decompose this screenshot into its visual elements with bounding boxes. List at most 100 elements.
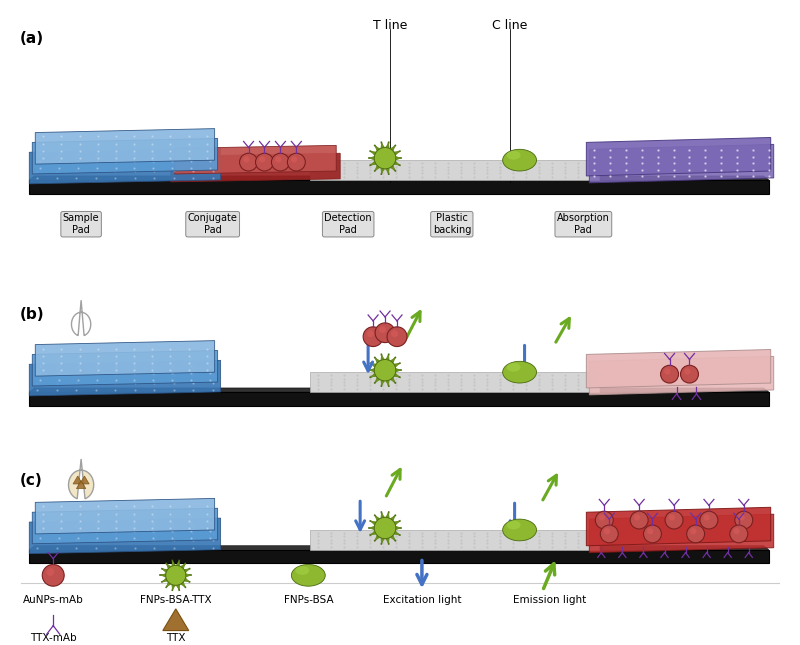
Polygon shape bbox=[590, 144, 774, 183]
Polygon shape bbox=[393, 363, 400, 368]
Polygon shape bbox=[77, 481, 86, 489]
Polygon shape bbox=[166, 564, 172, 570]
Circle shape bbox=[599, 514, 605, 521]
Polygon shape bbox=[166, 581, 172, 587]
Polygon shape bbox=[385, 537, 390, 544]
Text: (c): (c) bbox=[19, 473, 42, 488]
Circle shape bbox=[271, 154, 290, 171]
Polygon shape bbox=[375, 534, 381, 541]
Polygon shape bbox=[370, 372, 377, 377]
Circle shape bbox=[387, 327, 407, 346]
Polygon shape bbox=[180, 564, 186, 570]
Circle shape bbox=[363, 327, 383, 346]
Ellipse shape bbox=[502, 519, 537, 541]
Polygon shape bbox=[186, 573, 191, 578]
Circle shape bbox=[46, 568, 54, 576]
Text: C line: C line bbox=[492, 19, 527, 32]
Circle shape bbox=[686, 525, 705, 543]
Ellipse shape bbox=[506, 521, 521, 530]
Polygon shape bbox=[375, 164, 381, 171]
Polygon shape bbox=[586, 137, 770, 176]
Ellipse shape bbox=[506, 363, 521, 372]
Circle shape bbox=[643, 525, 662, 543]
Polygon shape bbox=[375, 515, 381, 522]
Circle shape bbox=[600, 525, 618, 543]
Circle shape bbox=[42, 564, 64, 586]
Polygon shape bbox=[30, 550, 769, 564]
Polygon shape bbox=[162, 569, 168, 573]
Circle shape bbox=[275, 156, 282, 163]
Polygon shape bbox=[369, 155, 375, 161]
Polygon shape bbox=[69, 459, 94, 499]
Polygon shape bbox=[30, 180, 769, 194]
Text: Absorption
Pad: Absorption Pad bbox=[557, 213, 610, 235]
Circle shape bbox=[730, 525, 748, 543]
Circle shape bbox=[630, 511, 648, 529]
Circle shape bbox=[239, 154, 258, 171]
Ellipse shape bbox=[291, 564, 326, 586]
Text: AuNPs-mAb: AuNPs-mAb bbox=[23, 595, 83, 605]
Polygon shape bbox=[161, 573, 166, 578]
Polygon shape bbox=[393, 161, 400, 165]
Polygon shape bbox=[375, 146, 381, 152]
Polygon shape bbox=[395, 526, 402, 530]
Polygon shape bbox=[586, 507, 770, 546]
Polygon shape bbox=[171, 561, 176, 567]
Polygon shape bbox=[35, 341, 214, 376]
Circle shape bbox=[669, 514, 675, 521]
Circle shape bbox=[374, 359, 396, 381]
Polygon shape bbox=[586, 350, 770, 388]
Polygon shape bbox=[370, 161, 377, 165]
Polygon shape bbox=[35, 499, 214, 534]
Polygon shape bbox=[183, 577, 190, 582]
Polygon shape bbox=[180, 581, 186, 587]
Circle shape bbox=[291, 156, 298, 163]
Polygon shape bbox=[390, 534, 395, 541]
Polygon shape bbox=[71, 300, 90, 335]
Ellipse shape bbox=[502, 361, 537, 383]
Text: T line: T line bbox=[373, 19, 407, 32]
Polygon shape bbox=[170, 154, 340, 182]
Ellipse shape bbox=[506, 151, 521, 160]
Circle shape bbox=[681, 365, 698, 383]
Polygon shape bbox=[390, 146, 395, 152]
Text: FNPs-BSA-TTX: FNPs-BSA-TTX bbox=[140, 595, 211, 605]
Polygon shape bbox=[370, 521, 377, 526]
Polygon shape bbox=[380, 537, 386, 544]
Polygon shape bbox=[380, 354, 386, 361]
Polygon shape bbox=[380, 168, 386, 174]
Polygon shape bbox=[380, 379, 386, 386]
Polygon shape bbox=[370, 530, 377, 535]
Text: Emission light: Emission light bbox=[513, 595, 586, 605]
Polygon shape bbox=[310, 160, 599, 180]
Polygon shape bbox=[30, 546, 769, 550]
Polygon shape bbox=[171, 584, 176, 590]
Polygon shape bbox=[310, 372, 599, 392]
Polygon shape bbox=[310, 530, 599, 550]
Polygon shape bbox=[395, 368, 402, 373]
Polygon shape bbox=[375, 357, 381, 364]
Text: (b): (b) bbox=[19, 307, 44, 322]
Polygon shape bbox=[30, 148, 221, 184]
Text: Plastic
backing: Plastic backing bbox=[433, 213, 471, 235]
Polygon shape bbox=[385, 168, 390, 174]
Polygon shape bbox=[30, 361, 221, 396]
Circle shape bbox=[665, 511, 683, 529]
Polygon shape bbox=[175, 584, 180, 590]
Circle shape bbox=[647, 528, 654, 534]
Circle shape bbox=[738, 514, 745, 521]
Circle shape bbox=[255, 154, 274, 171]
Text: TTX: TTX bbox=[166, 633, 186, 642]
Polygon shape bbox=[175, 561, 180, 567]
Circle shape bbox=[661, 365, 678, 383]
Polygon shape bbox=[390, 377, 395, 383]
Text: Conjugate
Pad: Conjugate Pad bbox=[188, 213, 238, 235]
Polygon shape bbox=[32, 139, 218, 174]
Circle shape bbox=[604, 528, 610, 534]
Circle shape bbox=[374, 517, 396, 539]
Polygon shape bbox=[163, 609, 189, 631]
Circle shape bbox=[367, 330, 374, 337]
Circle shape bbox=[379, 326, 386, 333]
Polygon shape bbox=[385, 512, 390, 519]
Polygon shape bbox=[380, 512, 386, 519]
